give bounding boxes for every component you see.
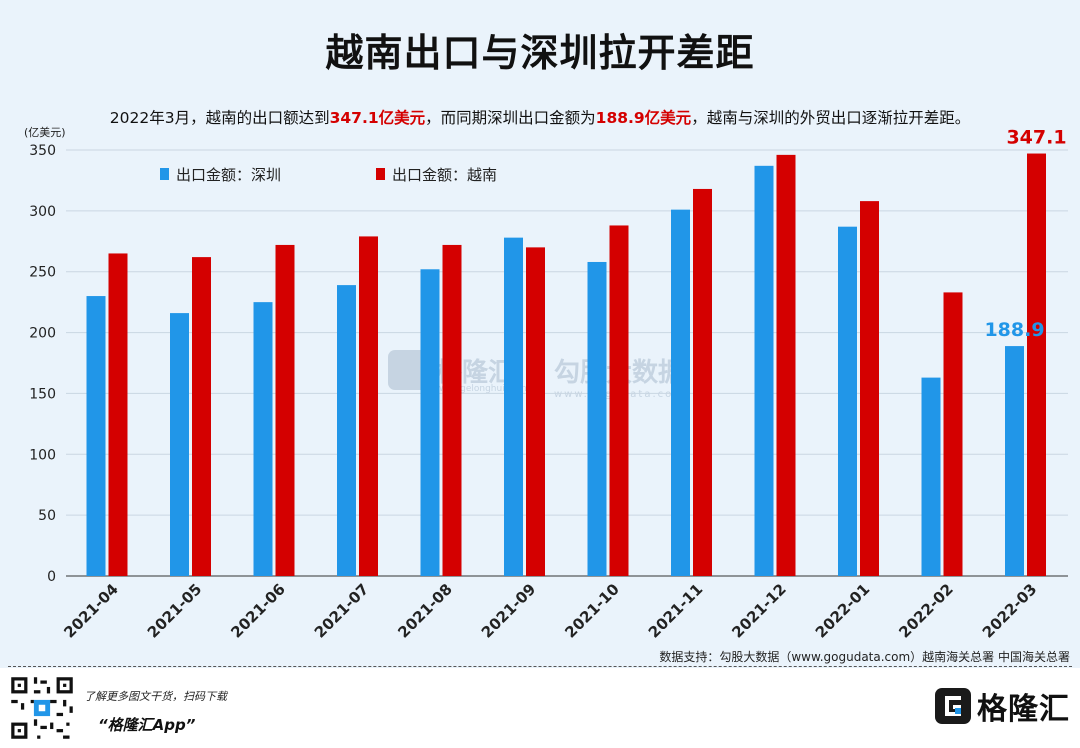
data-label: 188.9 [984, 319, 1044, 341]
legend-swatch [160, 168, 169, 180]
y-axis-unit-label: (亿美元) [24, 126, 66, 139]
subtitle-text: ，越南与深圳的外贸出口逐渐拉开差距。 [691, 109, 971, 127]
subtitle-highlight-vietnam: 347.1亿美元 [329, 109, 426, 127]
subtitle-text: ，而同期深圳出口金额为 [425, 109, 596, 127]
y-tick-label: 200 [29, 326, 56, 342]
x-tick-label: 2021-11 [645, 580, 706, 641]
watermark-url: www.gelonghui.com [436, 384, 527, 394]
x-tick-label: 2021-07 [311, 580, 372, 641]
y-tick-label: 350 [29, 143, 56, 159]
bar-vietnam [776, 154, 796, 576]
bar-vietnam [442, 244, 462, 577]
footer-divider [8, 666, 1072, 667]
promo-text: 了解更多图文干货，扫码下载 [84, 690, 227, 703]
bar-shenzhen [921, 377, 941, 576]
bar-shenzhen [420, 269, 440, 576]
x-tick-label: 2021-05 [144, 580, 205, 641]
chart-subtitle: 2022年3月，越南的出口额达到347.1亿美元，而同期深圳出口金额为188.9… [0, 106, 1080, 128]
qr-code-icon[interactable] [8, 674, 76, 742]
legend-label: 出口金额：越南 [392, 166, 497, 184]
x-tick-label: 2021-08 [394, 580, 455, 641]
bar-vietnam [943, 292, 963, 576]
gelonghui-logo-icon [935, 688, 971, 724]
bar-vietnam [609, 225, 629, 576]
bar-vietnam [526, 247, 545, 576]
bar-chart: 0 50 100 150 200 250 300 350 2021-04 2021-05 2021-… [29, 127, 1068, 642]
gelonghui-logo: 格隆汇 [935, 686, 1070, 727]
y-tick-label: 150 [29, 386, 56, 402]
y-tick-label: 300 [29, 204, 56, 220]
bar-shenzhen [587, 261, 607, 576]
bar-shenzhen [337, 285, 356, 576]
x-tick-label: 2021-10 [561, 580, 622, 641]
bar-shenzhen [253, 302, 273, 576]
y-tick-label: 100 [29, 447, 56, 463]
footer: 了解更多图文干货，扫码下载 “格隆汇App” 格隆汇 [0, 668, 1080, 748]
data-label: 347.1 [1006, 127, 1066, 149]
bar-shenzhen [671, 209, 690, 576]
bar-vietnam [359, 236, 378, 576]
bar-vietnam [108, 253, 128, 576]
bar-vietnam [275, 244, 295, 577]
legend-label: 出口金额：深圳 [176, 166, 281, 184]
subtitle-text: 2022年3月，越南的出口额达到 [109, 109, 330, 127]
x-tick-label: 2022-03 [979, 580, 1040, 641]
logo-text: 格隆汇 [977, 692, 1070, 727]
x-tick-label: 2022-02 [895, 580, 956, 641]
x-tick-label: 2021-12 [728, 580, 789, 641]
bar-shenzhen [754, 165, 774, 576]
x-tick-label: 2021-04 [60, 580, 121, 641]
x-tick-label: 2021-06 [227, 580, 288, 641]
x-tick-label: 2022-01 [812, 580, 873, 641]
y-tick-label: 50 [38, 508, 56, 524]
bar-shenzhen [86, 296, 106, 576]
bar-vietnam [192, 257, 211, 576]
bar-shenzhen [504, 237, 523, 577]
bar-vietnam [1027, 153, 1046, 576]
promo-app-name: “格隆汇App” [98, 716, 196, 734]
x-tick-label: 2021-09 [478, 580, 539, 641]
bar-shenzhen [1005, 346, 1024, 576]
subtitle-highlight-shenzhen: 188.9亿美元 [595, 109, 692, 127]
data-source: 数据支持：勾股大数据（www.gogudata.com）越南海关总署 中国海关总… [659, 650, 1070, 664]
bar-vietnam [693, 188, 712, 576]
chart-title: 越南出口与深圳拉开差距 [325, 31, 755, 75]
y-tick-label: 0 [47, 569, 56, 585]
bar-vietnam [860, 201, 879, 576]
legend-swatch [376, 168, 385, 180]
bar-shenzhen [170, 313, 189, 576]
bar-shenzhen [838, 226, 857, 576]
y-tick-label: 250 [29, 265, 56, 281]
